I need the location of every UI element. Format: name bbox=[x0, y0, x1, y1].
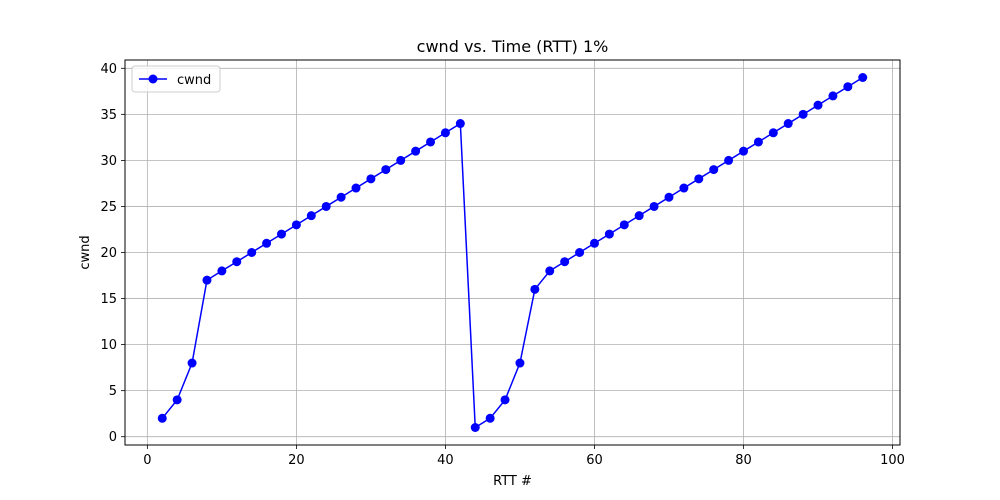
data-point bbox=[634, 211, 644, 221]
data-point bbox=[202, 275, 212, 285]
data-point bbox=[217, 266, 227, 276]
data-point bbox=[366, 174, 376, 184]
data-point bbox=[515, 358, 525, 368]
data-point bbox=[664, 192, 674, 202]
y-tick-label: 30 bbox=[100, 154, 117, 169]
y-tick-label: 5 bbox=[109, 384, 117, 399]
data-point bbox=[843, 82, 853, 92]
data-point bbox=[828, 91, 838, 101]
data-point bbox=[679, 183, 689, 193]
data-point bbox=[589, 238, 599, 248]
x-tick-label: 0 bbox=[143, 453, 151, 468]
data-point bbox=[187, 358, 197, 368]
data-point bbox=[545, 266, 555, 276]
y-axis-title: cwnd bbox=[78, 235, 93, 269]
data-point bbox=[560, 257, 570, 267]
data-point bbox=[604, 229, 614, 239]
y-tick-label: 40 bbox=[100, 62, 117, 77]
x-axis-title: RTT # bbox=[493, 474, 532, 489]
y-tick-label: 15 bbox=[100, 292, 117, 307]
data-point bbox=[426, 137, 436, 147]
data-point bbox=[172, 395, 182, 405]
data-point bbox=[396, 155, 406, 165]
y-tick-label: 10 bbox=[100, 338, 117, 353]
data-point bbox=[500, 395, 510, 405]
x-tick-label: 100 bbox=[880, 453, 905, 468]
y-tick-label: 20 bbox=[100, 246, 117, 261]
data-point bbox=[291, 220, 301, 230]
legend-label-cwnd: cwnd bbox=[177, 73, 211, 88]
data-point bbox=[232, 257, 242, 267]
data-point bbox=[724, 155, 734, 165]
x-tick-label: 80 bbox=[735, 453, 752, 468]
chart-title: cwnd vs. Time (RTT) 1% bbox=[417, 37, 609, 56]
y-tick-label: 35 bbox=[100, 108, 117, 123]
legend: cwnd bbox=[131, 65, 221, 93]
grid-lines bbox=[125, 60, 900, 445]
data-point bbox=[336, 192, 346, 202]
x-tick-label: 40 bbox=[437, 453, 454, 468]
series-layer bbox=[157, 73, 868, 432]
data-point bbox=[575, 248, 585, 257]
data-point bbox=[485, 413, 495, 423]
data-point bbox=[440, 128, 450, 138]
data-point bbox=[709, 165, 719, 175]
data-point bbox=[753, 137, 763, 147]
x-tick-label: 20 bbox=[288, 453, 305, 468]
data-point bbox=[306, 211, 316, 221]
data-point bbox=[455, 119, 465, 129]
data-point bbox=[351, 183, 361, 193]
data-point bbox=[411, 146, 421, 156]
data-point bbox=[247, 248, 257, 257]
data-point bbox=[276, 229, 286, 239]
y-tick-label: 0 bbox=[109, 430, 117, 445]
data-point bbox=[619, 220, 629, 230]
data-point bbox=[858, 73, 868, 82]
data-point bbox=[798, 109, 808, 119]
data-point bbox=[649, 201, 659, 211]
x-tick-label: 60 bbox=[586, 453, 603, 468]
data-point bbox=[321, 201, 331, 211]
data-point bbox=[694, 174, 704, 184]
data-point bbox=[530, 284, 540, 294]
axis-ticks: 0 20 40 60 80 100 0 5 10 15 20 25 30 35 40 bbox=[100, 62, 905, 468]
data-point bbox=[768, 128, 778, 138]
data-point bbox=[813, 100, 823, 110]
data-point bbox=[783, 119, 793, 129]
data-point bbox=[262, 238, 272, 248]
legend-box bbox=[131, 65, 221, 93]
data-point bbox=[470, 423, 480, 432]
data-point bbox=[381, 165, 391, 175]
data-point bbox=[157, 413, 167, 423]
data-point bbox=[739, 146, 749, 156]
y-tick-label: 25 bbox=[100, 200, 117, 215]
legend-marker-swatch bbox=[148, 74, 158, 84]
